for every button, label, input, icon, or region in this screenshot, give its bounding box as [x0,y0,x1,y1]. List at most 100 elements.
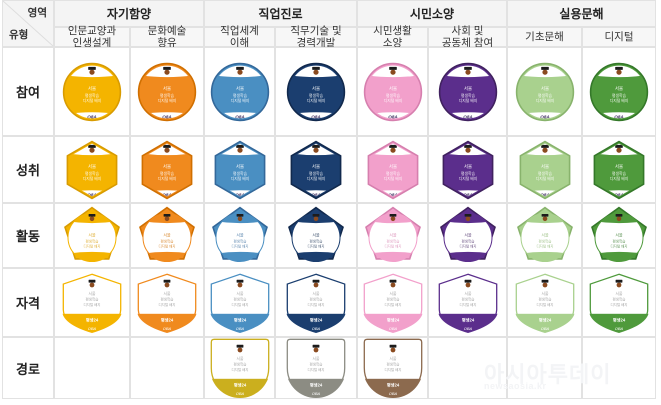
svg-text:평생24: 평생24 [386,316,399,323]
svg-text:평생학습: 평생학습 [86,296,100,301]
svg-text:평생24: 평생24 [613,316,626,323]
svg-text:디지털 배지: 디지털 배지 [384,243,401,248]
svg-text:평생학습: 평생학습 [233,92,247,97]
svg-text:서울: 서울 [88,85,96,92]
svg-text:서울: 서울 [388,85,396,92]
svg-text:디지털 배지: 디지털 배지 [610,243,627,248]
svg-text:디지털 배지: 디지털 배지 [307,98,326,103]
svg-text:평생학습: 평생학습 [461,92,475,97]
svg-text:디지털 배지: 디지털 배지 [535,176,554,181]
svg-text:평생24: 평생24 [538,316,551,323]
svg-text:평생학습: 평생학습 [161,238,175,243]
svg-text:디지털 배지: 디지털 배지 [158,176,177,181]
svg-text:디지털 배지: 디지털 배지 [230,98,249,103]
svg-text:평생학습: 평생학습 [613,296,627,301]
svg-text:디지털 배지: 디지털 배지 [83,302,100,307]
svg-text:서울: 서울 [88,231,96,237]
svg-text:서울: 서울 [236,356,243,361]
svg-text:서울: 서울 [616,291,623,296]
svg-text:O8A: O8A [463,253,471,258]
svg-text:평생학습: 평생학습 [160,92,174,97]
svg-text:디지털 배지: 디지털 배지 [610,176,629,181]
svg-text:디지털 배지: 디지털 배지 [458,98,477,103]
svg-text:평생학습: 평생학습 [461,238,475,243]
svg-text:서울: 서울 [236,231,244,237]
svg-text:서울: 서울 [163,163,171,170]
svg-text:평생학습: 평생학습 [233,362,247,367]
svg-text:O8A: O8A [615,253,623,258]
svg-text:서울: 서울 [312,231,320,237]
svg-text:평생24: 평생24 [461,316,474,323]
svg-text:디지털 배지: 디지털 배지 [231,243,248,248]
svg-text:평생24: 평생24 [233,316,246,323]
svg-text:O8A: O8A [235,253,243,258]
svg-text:서울: 서울 [89,291,96,296]
svg-text:평생학습: 평생학습 [386,92,400,97]
svg-text:디지털 배지: 디지털 배지 [158,302,175,307]
svg-text:OBA: OBA [388,326,397,331]
svg-text:평생학습: 평생학습 [309,92,323,97]
svg-text:디지털 배지: 디지털 배지 [83,98,102,103]
svg-text:디지털 배지: 디지털 배지 [83,243,100,248]
svg-text:평생학습: 평생학습 [386,238,400,243]
svg-text:평생학습: 평생학습 [538,238,552,243]
svg-text:디지털 배지: 디지털 배지 [231,367,248,372]
svg-text:O8A: O8A [540,253,548,258]
svg-text:O8A: O8A [312,253,320,258]
svg-text:디지털 배지: 디지털 배지 [158,98,177,103]
svg-text:서울: 서울 [388,163,396,170]
svg-text:평생학습: 평생학습 [86,238,100,243]
svg-text:디지털 배지: 디지털 배지 [384,367,401,372]
svg-text:서울: 서울 [235,85,243,92]
svg-text:서울: 서울 [389,356,396,361]
svg-text:평생학습: 평생학습 [538,296,552,301]
svg-text:디지털 배지: 디지털 배지 [458,176,477,181]
svg-text:평생24: 평생24 [310,381,323,388]
svg-text:평생학습: 평생학습 [309,170,323,175]
svg-text:서울: 서울 [541,291,548,296]
svg-text:디지털 배지: 디지털 배지 [231,302,248,307]
svg-text:디지털 배지: 디지털 배지 [307,243,324,248]
svg-text:서울: 서울 [464,231,472,237]
svg-text:평생학습: 평생학습 [233,296,247,301]
svg-text:서울: 서울 [463,85,471,92]
svg-text:평생학습: 평생학습 [386,170,400,175]
svg-text:디지털 배지: 디지털 배지 [307,176,326,181]
svg-text:OBA: OBA [235,391,244,396]
svg-text:평생학습: 평생학습 [85,170,99,175]
svg-text:OBA: OBA [163,326,172,331]
svg-text:서울: 서울 [164,291,171,296]
svg-text:서울: 서울 [313,291,320,296]
svg-text:서울: 서울 [312,85,320,92]
svg-text:평생학습: 평생학습 [161,296,175,301]
svg-text:평생학습: 평생학습 [85,92,99,97]
svg-text:디지털 배지: 디지털 배지 [158,243,175,248]
svg-text:서울: 서울 [541,231,549,237]
svg-text:평생학습: 평생학습 [612,92,626,97]
svg-text:디지털 배지: 디지털 배지 [610,98,629,103]
svg-text:디지털 배지: 디지털 배지 [383,176,402,181]
svg-text:OBA: OBA [312,391,321,396]
svg-text:평생학습: 평생학습 [613,238,627,243]
svg-text:서울: 서울 [389,291,396,296]
svg-text:평생학습: 평생학습 [386,362,400,367]
svg-text:OBA: OBA [235,326,244,331]
svg-text:평생학습: 평생학습 [386,296,400,301]
svg-text:OBA: OBA [312,326,321,331]
svg-text:서울: 서울 [615,231,623,237]
svg-text:OBA: OBA [540,326,549,331]
svg-text:서울: 서울 [540,85,548,92]
svg-text:서울: 서울 [236,291,243,296]
svg-text:평생학습: 평생학습 [310,296,324,301]
svg-text:OBA: OBA [463,326,472,331]
svg-text:서울: 서울 [463,163,471,170]
svg-text:O8A: O8A [163,253,171,258]
svg-text:OBA: OBA [615,326,624,331]
svg-text:평생학습: 평생학습 [160,170,174,175]
svg-text:서울: 서울 [235,163,243,170]
svg-text:평생24: 평생24 [386,381,399,388]
svg-text:디지털 배지: 디지털 배지 [536,243,553,248]
svg-text:디지털 배지: 디지털 배지 [83,176,102,181]
svg-text:디지털 배지: 디지털 배지 [535,98,554,103]
svg-text:서울: 서울 [615,85,623,92]
